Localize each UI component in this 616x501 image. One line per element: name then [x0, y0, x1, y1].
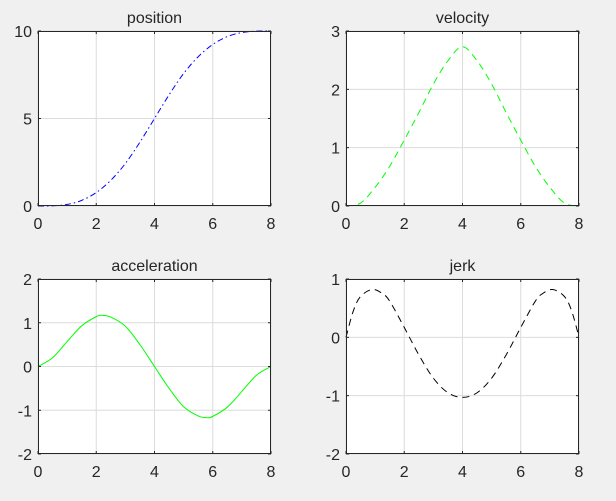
x-tick-label: 4 [150, 216, 159, 233]
chart-velocity: 0 2 4 6 8 0 1 2 3 velocity [331, 10, 584, 233]
y-tick-label: 2 [331, 82, 340, 99]
chart-acceleration: 0 2 4 6 8 -2 -1 0 1 2 acceleration [18, 258, 276, 481]
x-tick-label: 6 [208, 216, 217, 233]
series-line-jerk [345, 288, 580, 398]
chart-title: position [127, 10, 182, 27]
x-tick-label: 2 [92, 464, 101, 481]
series-line-position [37, 30, 272, 207]
x-tick-label: 4 [150, 464, 159, 481]
subplot-velocity: 0 2 4 6 8 0 1 2 3 velocity [308, 0, 616, 248]
x-tick-label: 2 [92, 216, 101, 233]
x-tick-label: 2 [400, 216, 409, 233]
y-tick-label: 10 [14, 24, 32, 41]
x-tick-label: 8 [267, 464, 276, 481]
x-tick-label: 0 [34, 216, 43, 233]
x-tick-label: 4 [458, 464, 467, 481]
x-tick-label: 6 [516, 464, 525, 481]
x-tick-label: 8 [267, 216, 276, 233]
y-tick-label: 3 [331, 24, 340, 41]
series-line-velocity [345, 46, 580, 207]
y-tick-label: 0 [331, 330, 340, 347]
y-tick-label: 0 [331, 199, 340, 216]
x-tick-label: 6 [208, 464, 217, 481]
x-tick-label: 6 [516, 216, 525, 233]
x-tick-label: 8 [575, 216, 584, 233]
chart-position: 0 2 4 6 8 0 5 10 position [14, 10, 276, 233]
chart-title: velocity [436, 10, 489, 27]
subplot-position: 0 2 4 6 8 0 5 10 position [0, 0, 308, 248]
chart-title: acceleration [111, 258, 197, 275]
y-tick-label: 2 [23, 272, 32, 289]
y-tick-label: -1 [18, 403, 32, 420]
y-tick-label: 1 [331, 141, 340, 158]
y-tick-label: 1 [331, 272, 340, 289]
y-tick-label: 0 [23, 199, 32, 216]
y-tick-label: -1 [326, 389, 340, 406]
series-line-acceleration [37, 314, 272, 419]
x-tick-label: 2 [400, 464, 409, 481]
x-tick-label: 0 [342, 216, 351, 233]
x-tick-label: 0 [34, 464, 43, 481]
y-tick-label: 5 [23, 112, 32, 129]
chart-title: jerk [449, 258, 477, 275]
y-tick-label: -2 [326, 447, 340, 464]
y-tick-label: 1 [23, 316, 32, 333]
subplot-jerk: 0 2 4 6 8 -2 -1 0 1 jerk [308, 248, 616, 496]
y-tick-label: 0 [23, 360, 32, 377]
chart-jerk: 0 2 4 6 8 -2 -1 0 1 jerk [326, 258, 584, 481]
x-tick-label: 8 [575, 464, 584, 481]
x-tick-label: 4 [458, 216, 467, 233]
y-tick-label: -2 [18, 447, 32, 464]
x-tick-label: 0 [342, 464, 351, 481]
subplot-acceleration: 0 2 4 6 8 -2 -1 0 1 2 acceleration [0, 248, 308, 496]
